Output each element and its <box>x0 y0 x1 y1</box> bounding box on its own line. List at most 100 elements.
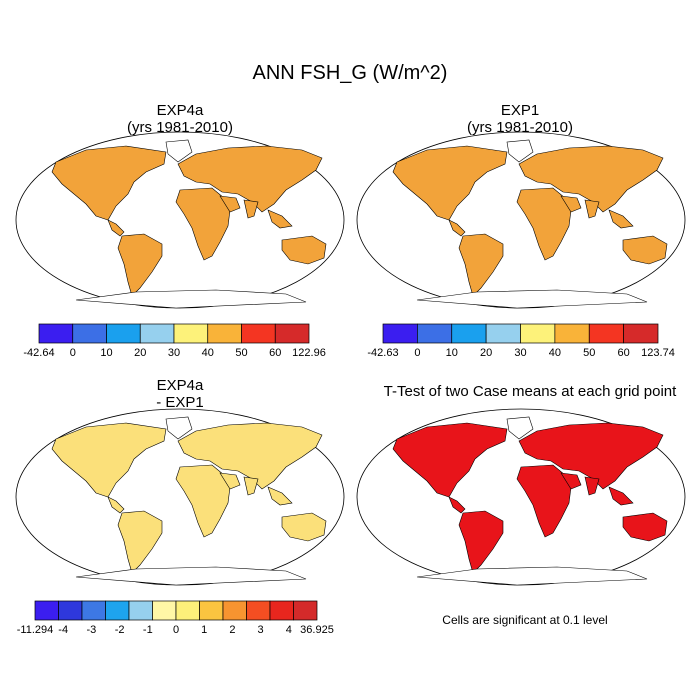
colorbar-swatch <box>34 600 59 621</box>
colorbar-tick-label: -1 <box>143 624 153 636</box>
panel-title-exp4a-line2: (yrs 1981-2010) <box>127 119 233 136</box>
colorbar-swatch <box>588 323 624 344</box>
australia-landmass <box>281 512 327 542</box>
colorbar-tick-label: 20 <box>134 347 146 359</box>
colorbar-swatch <box>269 600 294 621</box>
colorbar-tick-label: 60 <box>269 347 281 359</box>
colorbar-tick-label: -3 <box>87 624 97 636</box>
figure-title: ANN FSH_G (W/m^2) <box>252 62 448 84</box>
continents <box>392 416 668 586</box>
colorbar-swatch <box>175 600 200 621</box>
map-exp1 <box>356 131 686 309</box>
central-america-landmass <box>107 496 125 514</box>
colorbar-tick-label: 36.925 <box>300 624 334 636</box>
colorbar-tick-label: 0 <box>173 624 179 636</box>
colorbar-swatch <box>38 323 74 344</box>
colorbar-tick-label: 30 <box>514 347 526 359</box>
colorbar-tick-label: 4 <box>286 624 292 636</box>
colorbar-swatch <box>207 323 242 344</box>
colorbar-tick-label: 0 <box>414 347 420 359</box>
significance-note: Cells are significant at 0.1 level <box>442 613 608 627</box>
colorbar-tick-label: 10 <box>100 347 112 359</box>
colorbar-swatch <box>152 600 177 621</box>
south-america-landmass <box>458 510 504 574</box>
colorbar-tick-label: -42.63 <box>367 347 398 359</box>
map-diff <box>15 408 345 586</box>
antarctica-landmass <box>75 566 307 586</box>
arabia-landmass <box>219 195 241 213</box>
north-america-landmass <box>392 422 508 498</box>
panel-title-diff-line1: EXP4a <box>156 377 204 394</box>
central-america-landmass <box>448 496 466 514</box>
colorbar-swatch <box>246 600 271 621</box>
panel-title-exp1-line1: EXP1 <box>500 102 540 119</box>
panel-title-exp4a-line1: EXP4a <box>156 102 204 119</box>
se-asia-landmass <box>608 486 634 506</box>
colorbar-tick-label: 20 <box>480 347 492 359</box>
india-landmass <box>243 199 259 219</box>
colorbar-swatch <box>81 600 106 621</box>
australia-landmass <box>622 512 668 542</box>
colorbar-swatch <box>72 323 107 344</box>
colorbar-swatch <box>128 600 153 621</box>
colorbar-tick-label: 40 <box>202 347 214 359</box>
colorbar-tick-label: -2 <box>115 624 125 636</box>
arabia-landmass <box>560 472 582 490</box>
panel-title-diff: EXP4a - EXP1 <box>90 377 270 411</box>
colorbar-tick-label: 30 <box>168 347 180 359</box>
colorbar-swatch <box>241 323 276 344</box>
panel-title-diff-line2: - EXP1 <box>156 394 204 411</box>
continents <box>51 139 327 309</box>
central-america-landmass <box>448 219 466 237</box>
colorbar-swatch <box>58 600 83 621</box>
continents <box>51 416 327 586</box>
colorbar-tick-label: 50 <box>583 347 595 359</box>
antarctica-landmass <box>416 289 648 309</box>
colorbar-tick-label: 50 <box>235 347 247 359</box>
panel-title-exp1: EXP1 (yrs 1981-2010) <box>430 102 610 136</box>
north-america-landmass <box>51 422 167 498</box>
australia-landmass <box>281 235 327 265</box>
greenland-landmass <box>506 139 534 163</box>
colorbar-tick-label: 1 <box>201 624 207 636</box>
colorbar-diff: -11.294 -4 -3 -2 -1 0 1 2 3 4 36.925 <box>17 600 334 636</box>
colorbar-swatch <box>382 323 418 344</box>
antarctica-landmass <box>416 566 648 586</box>
colorbar-swatch <box>173 323 209 344</box>
colorbar-tick-label: 123.74 <box>641 347 675 359</box>
colorbar-swatch <box>199 600 224 621</box>
south-america-landmass <box>117 233 163 297</box>
antarctica-landmass <box>75 289 307 309</box>
colorbar-tick-label: 122.96 <box>292 347 326 359</box>
colorbar-tick-label: -42.64 <box>23 347 54 359</box>
south-america-landmass <box>458 233 504 297</box>
greenland-landmass <box>165 139 193 163</box>
north-america-landmass <box>392 145 508 221</box>
colorbar-tick-label: 40 <box>549 347 561 359</box>
europe-asia-landmass <box>518 422 664 490</box>
south-america-landmass <box>117 510 163 574</box>
colorbar-swatch <box>451 323 487 344</box>
colorbar-swatch <box>554 323 590 344</box>
colorbar-tick-label: -11.294 <box>17 624 54 636</box>
map-ttest <box>356 408 686 586</box>
colorbar-swatch <box>139 323 175 344</box>
greenland-landmass <box>165 416 193 440</box>
colorbar-swatch <box>485 323 521 344</box>
panel-title-exp4a: EXP4a (yrs 1981-2010) <box>90 102 270 136</box>
colorbar-swatch <box>417 323 453 344</box>
colorbar-swatch <box>274 323 310 344</box>
arabia-landmass <box>560 195 582 213</box>
colorbar-swatch <box>520 323 556 344</box>
colorbar-tick-label: 10 <box>446 347 458 359</box>
panel-title-exp1-line2: (yrs 1981-2010) <box>467 119 573 136</box>
panel-title-ttest: T-Test of two Case means at each grid po… <box>383 383 677 400</box>
colorbar-swatch <box>293 600 318 621</box>
india-landmass <box>584 199 600 219</box>
greenland-landmass <box>506 416 534 440</box>
se-asia-landmass <box>608 209 634 229</box>
colorbar-swatch <box>105 600 130 621</box>
continents <box>392 139 668 309</box>
india-landmass <box>243 476 259 496</box>
